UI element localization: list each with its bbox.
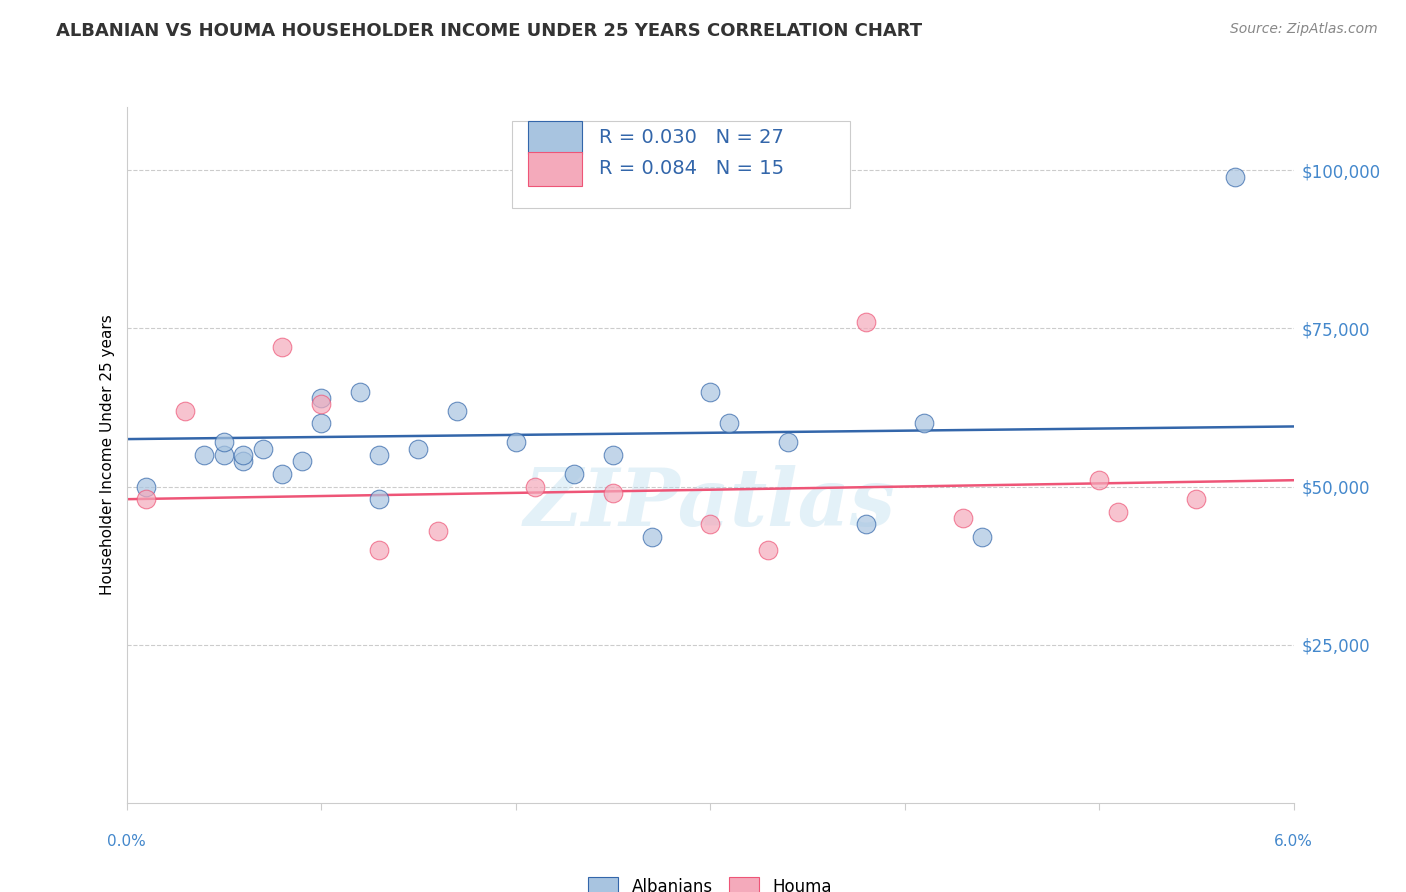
Point [699,517,721,532]
Point [135,492,157,507]
Text: ALBANIAN VS HOUMA HOUSEHOLDER INCOME UNDER 25 YEARS CORRELATION CHART: ALBANIAN VS HOUMA HOUSEHOLDER INCOME UND… [56,22,922,40]
Point [505,435,527,450]
Legend: Albanians, Houma: Albanians, Houma [582,871,838,892]
Point [602,486,624,500]
Point [855,315,877,329]
Point [232,448,254,462]
Point [756,542,779,557]
Point [212,435,235,450]
Point [855,517,877,532]
Text: 0.0%: 0.0% [107,834,146,849]
Point [602,448,624,462]
Point [174,403,197,417]
Text: R = 0.030   N = 27: R = 0.030 N = 27 [599,128,785,147]
Point [524,479,547,493]
Point [309,391,332,405]
Point [271,467,294,481]
Point [368,448,391,462]
Point [232,454,254,468]
Point [699,384,721,399]
Point [1108,505,1130,519]
Point [309,397,332,411]
Point [1223,169,1247,184]
Text: R = 0.084   N = 15: R = 0.084 N = 15 [599,160,785,178]
Point [972,530,994,544]
Point [368,492,391,507]
Point [446,403,468,417]
Point [290,454,312,468]
Point [562,467,585,481]
Point [718,417,741,431]
FancyBboxPatch shape [529,121,582,154]
FancyBboxPatch shape [529,153,582,186]
Point [1185,492,1208,507]
Point [408,442,430,456]
Point [641,530,664,544]
Point [1088,473,1111,487]
Point [426,524,449,538]
Point [349,384,371,399]
Point [135,479,157,493]
Point [952,511,974,525]
Y-axis label: Householder Income Under 25 years: Householder Income Under 25 years [100,315,115,595]
Point [368,542,391,557]
Text: 6.0%: 6.0% [1274,834,1313,849]
Text: Source: ZipAtlas.com: Source: ZipAtlas.com [1230,22,1378,37]
Point [776,435,799,450]
FancyBboxPatch shape [512,121,851,208]
Point [309,417,332,431]
Point [212,448,235,462]
Point [912,417,935,431]
Point [193,448,215,462]
Point [252,442,274,456]
Point [271,340,294,354]
Text: ZIPatlas: ZIPatlas [524,465,896,542]
